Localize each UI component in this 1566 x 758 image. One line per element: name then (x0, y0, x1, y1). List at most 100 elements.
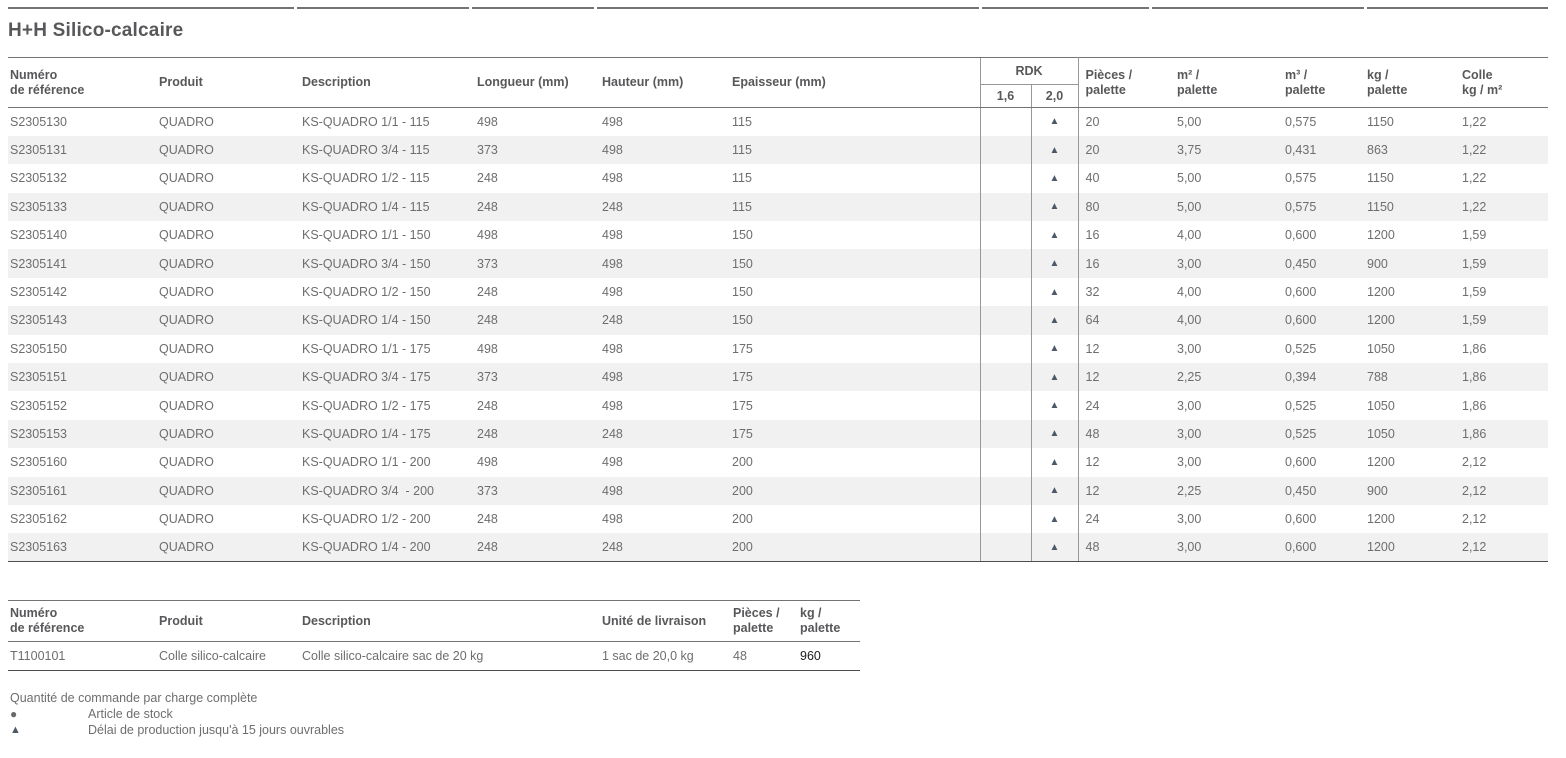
production-delay-triangle-icon: ▲ (1031, 334, 1079, 364)
cell-m2: 2,25 (1170, 476, 1278, 505)
cell-produit: QUADRO (152, 363, 295, 392)
cell-longueur: 373 (470, 249, 595, 278)
cell-m3: 0,431 (1278, 135, 1360, 165)
production-delay-triangle-icon: ▲ (1031, 448, 1079, 477)
cell-m3: 0,450 (1278, 476, 1360, 505)
cell-rdk_16 (979, 277, 1032, 307)
col-header-pieces-palette: Pièces / palette (726, 600, 793, 642)
cell-pieces: 16 (1085, 228, 1100, 243)
cell-produit: QUADRO (159, 114, 214, 129)
cell-m3: 0,525 (1278, 419, 1360, 449)
cell-m3: 0,575 (1285, 171, 1317, 186)
cell-kg: 1200 (1367, 228, 1395, 243)
cell-pieces: 12 (1078, 363, 1170, 392)
cell-m3: 0,394 (1278, 363, 1360, 392)
table-row: S2305141 QUADRO KS-QUADRO 3/4 - 150 373 498 1… (8, 249, 1548, 278)
cell-ref: S2305133 (8, 192, 152, 222)
cell-description: KS-QUADRO 3/4 - 175 (295, 363, 470, 392)
col-header-reference: Numéro de référence (8, 57, 152, 108)
cell-m2: 5,00 (1177, 114, 1202, 129)
product-table: Numéro de référence Produit Description … (8, 57, 1548, 563)
cell-description: KS-QUADRO 1/1 - 175 (302, 341, 431, 356)
cell-epaisseur: 115 (732, 114, 752, 129)
cell-produit: QUADRO (152, 476, 295, 505)
cell-m2: 4,00 (1170, 306, 1278, 335)
cell-m3: 0,525 (1285, 398, 1317, 413)
cell-epaisseur: 150 (732, 285, 753, 300)
cell-produit: Colle silico-calcaire (152, 641, 295, 671)
cell-kg: 1200 (1360, 533, 1455, 563)
cell-colle: 1,22 (1462, 171, 1487, 186)
cell-hauteur: 498 (602, 512, 623, 527)
cell-pieces: 48 (726, 641, 793, 671)
cell-kg: 1050 (1367, 398, 1395, 413)
cell-description: KS-QUADRO 1/2 - 175 (302, 398, 431, 413)
cell-m2: 4,00 (1177, 285, 1202, 300)
cell-colle: 2,12 (1455, 476, 1548, 505)
table-row: T1100101 Colle silico-calcaire Colle silic… (8, 641, 860, 671)
cell-epaisseur: 115 (725, 135, 980, 165)
cell-pieces: 12 (1078, 476, 1170, 505)
col-header-hauteur: Hauteur (mm) (595, 57, 725, 108)
production-delay-triangle-icon: ▲ (1031, 533, 1079, 563)
cell-ref: S2305160 (10, 455, 68, 470)
cell-m3: 0,575 (1285, 114, 1317, 129)
cell-m2: 5,00 (1177, 171, 1202, 186)
legend-title: Quantité de commande par charge complète (10, 691, 258, 705)
cell-epaisseur: 175 (732, 398, 753, 413)
cell-produit: QUADRO (152, 192, 295, 222)
cell-description: KS-QUADRO 1/4 - 150 (295, 306, 470, 335)
cell-m2: 5,00 (1170, 192, 1278, 222)
cell-rdk_16 (979, 419, 1032, 449)
cell-rdk_16 (979, 249, 1032, 278)
cell-produit: QUADRO (152, 419, 295, 449)
cell-longueur: 248 (470, 306, 595, 335)
cell-produit: QUADRO (159, 398, 214, 413)
cell-pieces: 12 (1085, 455, 1100, 470)
table-row: S2305132 QUADRO KS-QUADRO 1/2 - 115 248 498 1… (8, 164, 1548, 193)
cell-epaisseur: 175 (725, 363, 980, 392)
production-delay-triangle-icon: ▲ (1031, 306, 1079, 335)
cell-hauteur: 498 (595, 249, 725, 278)
cell-colle: 1,86 (1455, 363, 1548, 392)
cell-rdk_16 (979, 135, 1032, 165)
cell-longueur: 248 (470, 533, 595, 563)
table-row: S2305142 QUADRO KS-QUADRO 1/2 - 150 248 498 1… (8, 277, 1548, 307)
cell-hauteur: 498 (602, 171, 623, 186)
cell-m3: 0,600 (1285, 512, 1317, 527)
page-top-divider (8, 7, 1548, 9)
cell-longueur: 498 (477, 455, 498, 470)
cell-epaisseur: 175 (732, 341, 753, 356)
table-row: S2305151 QUADRO KS-QUADRO 3/4 - 175 373 498 1… (8, 363, 1548, 392)
cell-rdk_16 (979, 391, 1032, 420)
cell-longueur: 498 (477, 341, 498, 356)
col-header-m3-palette: m³ / palette (1278, 57, 1360, 108)
col-header-kg-palette: kg / palette (793, 600, 860, 642)
cell-epaisseur: 200 (725, 476, 980, 505)
cell-m2: 2,25 (1170, 363, 1278, 392)
production-delay-triangle-icon: ▲ (1031, 221, 1079, 250)
cell-colle: 1,59 (1455, 249, 1548, 278)
cell-m3: 0,525 (1285, 341, 1317, 356)
cell-produit: QUADRO (152, 306, 295, 335)
table-row: S2305163 QUADRO KS-QUADRO 1/4 - 200 248 248 2… (8, 533, 1548, 563)
cell-m3: 0,600 (1278, 306, 1360, 335)
table-row: S2305162 QUADRO KS-QUADRO 1/2 - 200 248 498 2… (8, 504, 1548, 534)
cell-longueur: 248 (477, 398, 498, 413)
cell-rdk_16 (979, 306, 1032, 335)
cell-colle: 1,86 (1455, 419, 1548, 449)
cell-ref: S2305153 (8, 419, 152, 449)
col-header-rdk-16: 1,6 (979, 84, 1031, 108)
cell-description: KS-QUADRO 1/2 - 115 (302, 171, 430, 186)
table-row: S2305161 QUADRO KS-QUADRO 3/4 - 200 373 498 2… (8, 476, 1548, 505)
cell-epaisseur: 150 (725, 249, 980, 278)
table-row: S2305160 QUADRO KS-QUADRO 1/1 - 200 498 498 2… (8, 448, 1548, 477)
cell-m3: 0,600 (1285, 228, 1317, 243)
cell-pieces: 24 (1085, 512, 1100, 527)
production-delay-triangle-icon: ▲ (1031, 164, 1079, 193)
cell-longueur: 373 (470, 363, 595, 392)
cell-m2: 3,00 (1177, 398, 1202, 413)
cell-m3: 0,600 (1285, 285, 1317, 300)
cell-m3: 0,575 (1278, 192, 1360, 222)
cell-colle: 1,59 (1462, 285, 1487, 300)
